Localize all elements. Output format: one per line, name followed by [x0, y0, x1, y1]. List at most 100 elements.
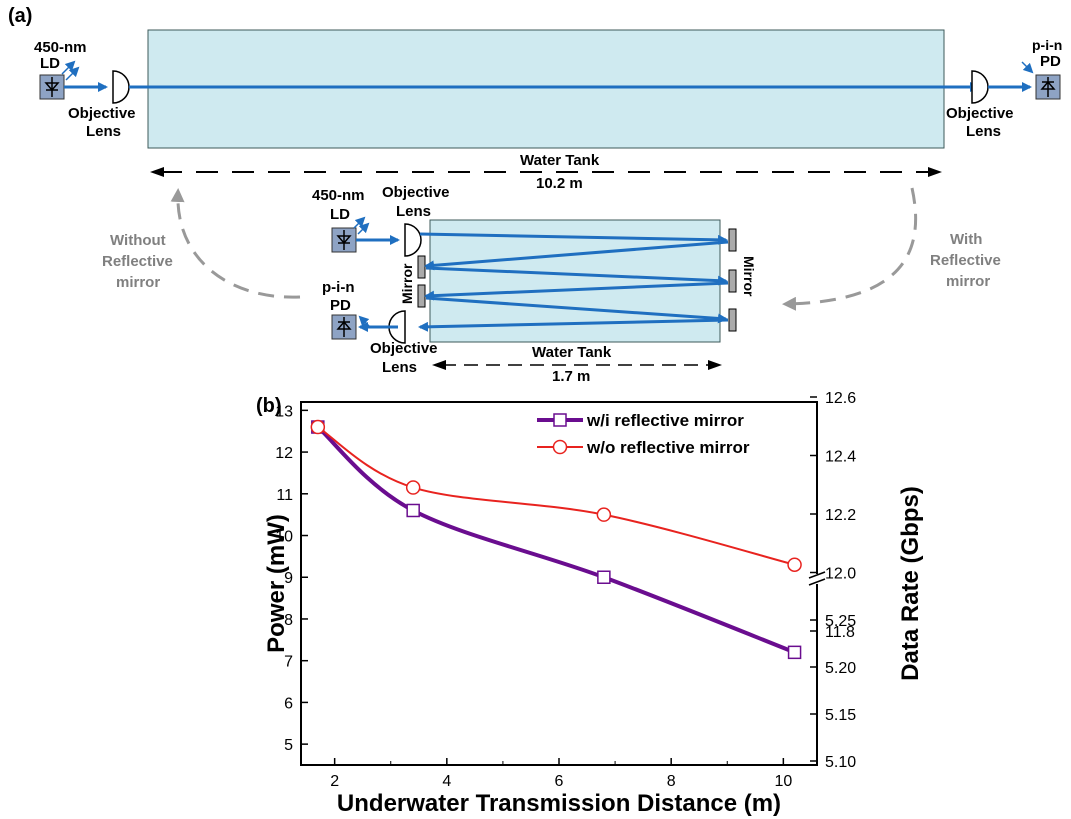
top-right-lens-label-2: Lens: [966, 123, 1001, 140]
legend-marker-square: [553, 413, 567, 427]
x-axis-label: Underwater Transmission Distance (m): [337, 790, 781, 817]
water-tank-long: [147, 29, 945, 149]
legend-label: w/i reflective mirror: [586, 411, 744, 430]
series-line-2: [317, 426, 795, 566]
chart: 2 4 6 8 10567891011121312.612.412.212.011.85…: [263, 390, 924, 817]
y-left-tick-label: 12: [275, 445, 293, 462]
top-pd-label-1: p-i-n: [1032, 37, 1062, 53]
mirror-left-label: Mirror: [399, 263, 415, 304]
panel-a-label: (a): [8, 5, 32, 27]
mirror-icon: [728, 308, 737, 332]
with-mirror-arrow: [782, 187, 918, 311]
with-mirror-label-2: Reflective: [930, 252, 1001, 269]
y-left-axis-label: Power (mW): [263, 514, 290, 653]
top-ld-label-1: 450-nm: [34, 39, 87, 56]
axis-break-mark: [808, 571, 826, 579]
with-mirror-label-1: With: [950, 231, 982, 248]
mirror-icon: [728, 269, 737, 293]
y-right-tick-label: 12.6: [825, 390, 856, 407]
y-right-tick-label: 12.4: [825, 449, 856, 466]
emission-arrow-icon: [353, 216, 366, 229]
y-left-tick-label: 7: [284, 654, 293, 671]
with-mirror-label-3: mirror: [946, 273, 990, 290]
bottom-top-lens-icon: [404, 223, 422, 257]
mirror-icon: [417, 284, 426, 308]
data-point-circle: [596, 507, 612, 522]
top-ld-label-2: LD: [40, 55, 60, 72]
y-left-tick-label: 13: [275, 403, 293, 420]
mirror-right-group: [728, 228, 737, 332]
bottom-pd-label-1: p-i-n: [322, 279, 354, 296]
y-left-tick-label: 10: [275, 529, 293, 546]
y-right-tick-label: 5.15: [825, 707, 856, 724]
y-left-tick-label: 5: [284, 737, 293, 754]
data-point-square: [406, 503, 420, 518]
top-left-lens-label-2: Lens: [86, 123, 121, 140]
data-point-circle: [405, 480, 421, 495]
emission-arrow-icon: [357, 222, 370, 235]
mirror-right-label: Mirror: [741, 256, 757, 297]
without-mirror-label-1: Without: [110, 232, 166, 249]
mirror-icon: [728, 228, 737, 252]
data-point-square: [597, 570, 611, 584]
emission-arrow-icon: [61, 60, 76, 75]
bottom-pd-icon: [331, 314, 357, 340]
mirror-left-group: [417, 255, 426, 308]
y-left-tick-label: 6: [284, 695, 293, 712]
dimension-arrow-right-icon: [708, 360, 722, 370]
panel-b-label: (b): [256, 395, 282, 417]
dimension-arrow-left-icon: [150, 167, 164, 177]
x-tick-label: 8: [667, 773, 676, 790]
top-ld-icon: [39, 74, 65, 100]
without-mirror-label-3: mirror: [116, 274, 160, 291]
series-line-1: [316, 425, 796, 655]
bottom-pd-label-2: PD: [330, 297, 351, 314]
bottom-tank-label: Water Tank: [532, 344, 612, 361]
bottom-ld-label-1: 450-nm: [312, 187, 365, 204]
x-tick-label: 6: [555, 773, 564, 790]
y-right-tick-label: 12.0: [825, 566, 856, 583]
bottom-ld-label-2: LD: [330, 206, 350, 223]
top-left-lens-label-1: Objective: [68, 105, 136, 122]
emission-arrow-icon: [65, 66, 80, 81]
axis-break-mark: [808, 578, 826, 586]
y-left-tick-label: 11: [276, 487, 293, 504]
bottom-bottom-lens-label-1: Objective: [370, 340, 438, 357]
top-right-lens-label-1: Objective: [946, 105, 1014, 122]
data-point-square: [787, 645, 802, 660]
legend-label: w/o reflective mirror: [586, 438, 750, 457]
bottom-ld-icon: [331, 227, 357, 253]
dimension-arrow-right-icon: [928, 167, 942, 177]
x-tick-label: 10: [774, 773, 792, 790]
top-pd-icon: [1035, 74, 1061, 100]
y-left-tick-label: 9: [284, 570, 293, 587]
zigzag-beams: [418, 232, 729, 332]
top-tank-label: Water Tank: [520, 152, 600, 169]
y-right-axis-label: Data Rate (Gbps): [897, 486, 924, 681]
y-right-tick-label: 5.25: [825, 613, 856, 630]
bottom-top-lens-label-2: Lens: [396, 203, 431, 220]
data-point-circle: [787, 557, 802, 572]
x-tick-label: 2: [330, 773, 339, 790]
y-left-tick-label: 8: [284, 612, 293, 629]
legend-marker-circle: [552, 439, 568, 455]
top-right-lens-icon: [971, 70, 989, 104]
y-right-tick-label: 12.2: [825, 507, 856, 524]
without-mirror-label-2: Reflective: [102, 253, 173, 270]
y-right-tick-label: 11.8: [825, 624, 855, 641]
top-left-lens-icon: [112, 70, 130, 104]
top-pd-label-2: PD: [1040, 53, 1061, 70]
bottom-bottom-lens-label-2: Lens: [382, 359, 417, 376]
without-mirror-arrow: [170, 188, 301, 299]
bottom-tank-length: 1.7 m: [552, 368, 590, 385]
x-tick-label: 4: [442, 773, 451, 790]
dimension-arrow-left-icon: [432, 360, 446, 370]
y-right-tick-label: 5.10: [825, 754, 856, 771]
top-tank-length: 10.2 m: [536, 175, 583, 192]
y-right-tick-label: 5.20: [825, 660, 856, 677]
bottom-top-lens-label-1: Objective: [382, 184, 450, 201]
incident-arrow-icon: [1021, 61, 1034, 74]
axis-break-gap: [811, 574, 823, 584]
data-point-circle: [310, 419, 326, 435]
